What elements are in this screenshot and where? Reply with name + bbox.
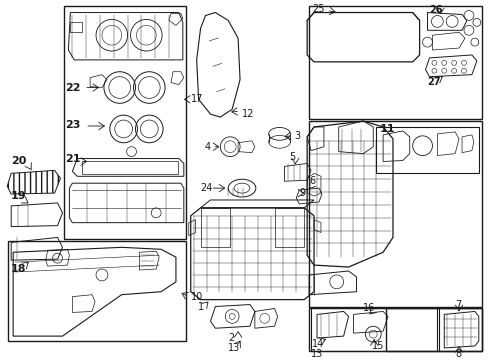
Text: 5: 5 bbox=[289, 152, 295, 162]
Bar bbox=[82, 162, 178, 174]
Bar bbox=[386, 309, 481, 351]
Bar bbox=[308, 6, 481, 119]
Text: 25: 25 bbox=[311, 4, 324, 14]
Bar bbox=[308, 121, 481, 306]
Text: 3: 3 bbox=[294, 131, 300, 141]
Text: 27: 27 bbox=[427, 77, 440, 87]
Text: 16: 16 bbox=[363, 303, 375, 314]
Text: 17: 17 bbox=[190, 94, 203, 104]
Text: 18: 18 bbox=[11, 264, 27, 274]
Text: 20: 20 bbox=[11, 157, 26, 166]
Bar bbox=[375, 127, 478, 173]
Text: 14: 14 bbox=[311, 339, 324, 349]
Text: 26: 26 bbox=[428, 5, 442, 14]
Text: 22: 22 bbox=[65, 82, 81, 93]
Text: 11: 11 bbox=[379, 124, 395, 134]
Text: 7: 7 bbox=[454, 300, 461, 310]
Text: 10: 10 bbox=[190, 292, 203, 302]
Text: 19: 19 bbox=[11, 191, 27, 201]
Text: 24: 24 bbox=[200, 183, 213, 193]
Bar bbox=[438, 309, 481, 351]
Text: 21: 21 bbox=[65, 153, 81, 163]
Text: 6: 6 bbox=[308, 176, 315, 186]
Text: 13: 13 bbox=[228, 343, 240, 353]
Bar bbox=[308, 309, 481, 351]
Bar bbox=[310, 309, 436, 351]
Text: 1: 1 bbox=[197, 302, 203, 311]
Text: 15: 15 bbox=[371, 341, 384, 351]
Text: 8: 8 bbox=[454, 349, 460, 359]
Text: 13: 13 bbox=[310, 349, 323, 359]
Bar bbox=[8, 242, 185, 341]
Text: 12: 12 bbox=[242, 109, 254, 119]
Text: 2: 2 bbox=[228, 333, 234, 343]
Text: 9: 9 bbox=[299, 188, 305, 198]
Text: 4: 4 bbox=[204, 142, 210, 152]
Text: 23: 23 bbox=[65, 120, 81, 130]
Bar bbox=[64, 6, 185, 239]
